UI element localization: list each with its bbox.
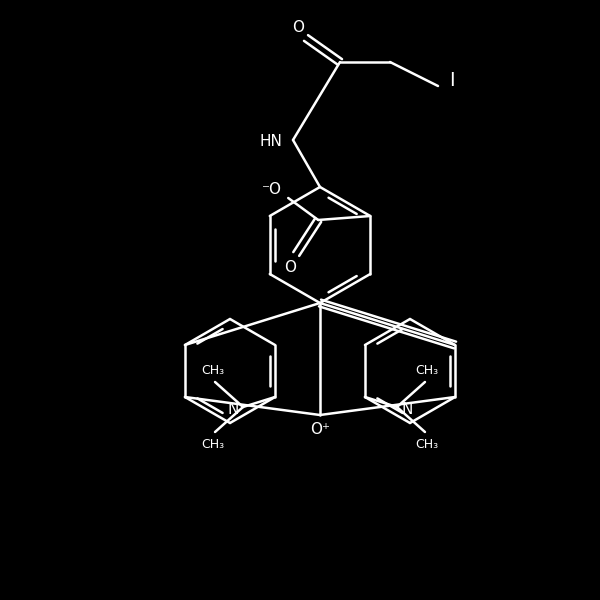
Text: CH₃: CH₃ [415, 364, 439, 377]
Text: O: O [284, 260, 296, 275]
Text: ⁻O: ⁻O [262, 182, 282, 197]
Text: N: N [227, 401, 239, 416]
Text: O⁺: O⁺ [310, 421, 330, 437]
Text: I: I [449, 71, 455, 91]
Text: CH₃: CH₃ [415, 437, 439, 451]
Text: CH₃: CH₃ [202, 364, 224, 377]
Text: O: O [292, 20, 304, 35]
Text: N: N [401, 401, 413, 416]
Text: CH₃: CH₃ [202, 437, 224, 451]
Text: HN: HN [260, 134, 283, 149]
